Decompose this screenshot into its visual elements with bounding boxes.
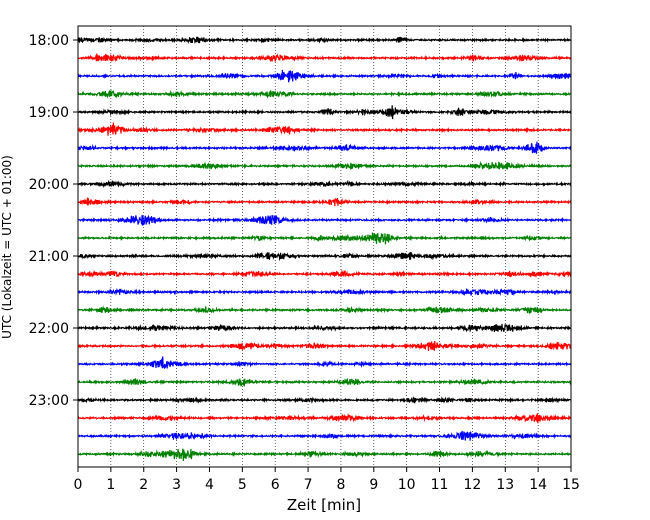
trace-line bbox=[77, 412, 572, 424]
y-tick-label: 23:00 bbox=[29, 393, 69, 409]
trace-line bbox=[77, 430, 572, 441]
x-tick-label: 2 bbox=[139, 477, 148, 493]
y-tick-label: 19:00 bbox=[29, 105, 69, 121]
x-tick-label: 3 bbox=[172, 477, 181, 493]
trace-line bbox=[77, 179, 572, 189]
x-tick-label: 11 bbox=[431, 477, 449, 493]
trace-line bbox=[77, 305, 572, 315]
x-tick-label: 0 bbox=[74, 477, 83, 493]
trace-line bbox=[77, 287, 572, 297]
trace-line bbox=[77, 323, 572, 333]
plot-frame bbox=[77, 25, 572, 468]
trace-line bbox=[77, 269, 572, 278]
x-tick-label: 15 bbox=[562, 477, 580, 493]
x-tick-label: 14 bbox=[529, 477, 547, 493]
y-axis-ticks: 18:00 19:00 20:00 21:00 22:00 23:00 bbox=[29, 33, 78, 409]
trace-line bbox=[77, 378, 572, 387]
trace-line bbox=[77, 214, 572, 226]
trace-line bbox=[77, 141, 572, 154]
x-tick-label: 8 bbox=[336, 477, 345, 493]
trace-line bbox=[77, 53, 572, 63]
y-tick-label: 18:00 bbox=[29, 33, 69, 49]
trace-line bbox=[77, 340, 572, 352]
x-tick-label: 4 bbox=[205, 477, 214, 493]
x-tick-label: 12 bbox=[463, 477, 481, 493]
trace-line bbox=[77, 197, 572, 207]
trace-line bbox=[77, 396, 572, 404]
x-tick-label: 9 bbox=[369, 477, 378, 493]
plot-background bbox=[78, 26, 571, 467]
trace-line bbox=[77, 356, 572, 369]
y-axis-title: UTC (Lokalzeit = UTC + 01:00) bbox=[0, 155, 14, 339]
y-tick-label: 21:00 bbox=[29, 249, 69, 265]
x-tick-label: 10 bbox=[398, 477, 416, 493]
x-tick-label: 7 bbox=[304, 477, 313, 493]
trace-line bbox=[77, 232, 572, 245]
trace-line bbox=[77, 69, 572, 83]
y-tick-label: 22:00 bbox=[29, 321, 69, 337]
x-axis-title: Zeit [min] bbox=[287, 496, 361, 514]
x-axis-ticks: 0 1 2 3 4 5 6 7 8 9 10 11 12 13 14 15 bbox=[74, 467, 580, 493]
x-tick-label: 5 bbox=[238, 477, 247, 493]
trace-line bbox=[77, 122, 572, 136]
trace-series-group bbox=[77, 36, 572, 461]
trace-line bbox=[77, 89, 572, 99]
trace-line bbox=[77, 448, 572, 461]
trace-line bbox=[77, 251, 572, 262]
x-tick-label: 13 bbox=[496, 477, 514, 493]
x-tick-label: 1 bbox=[106, 477, 115, 493]
trace-line bbox=[77, 161, 572, 171]
y-tick-label: 20:00 bbox=[29, 177, 69, 193]
trace-line bbox=[77, 36, 572, 45]
x-tick-label: 6 bbox=[271, 477, 280, 493]
trace-line bbox=[77, 105, 572, 120]
